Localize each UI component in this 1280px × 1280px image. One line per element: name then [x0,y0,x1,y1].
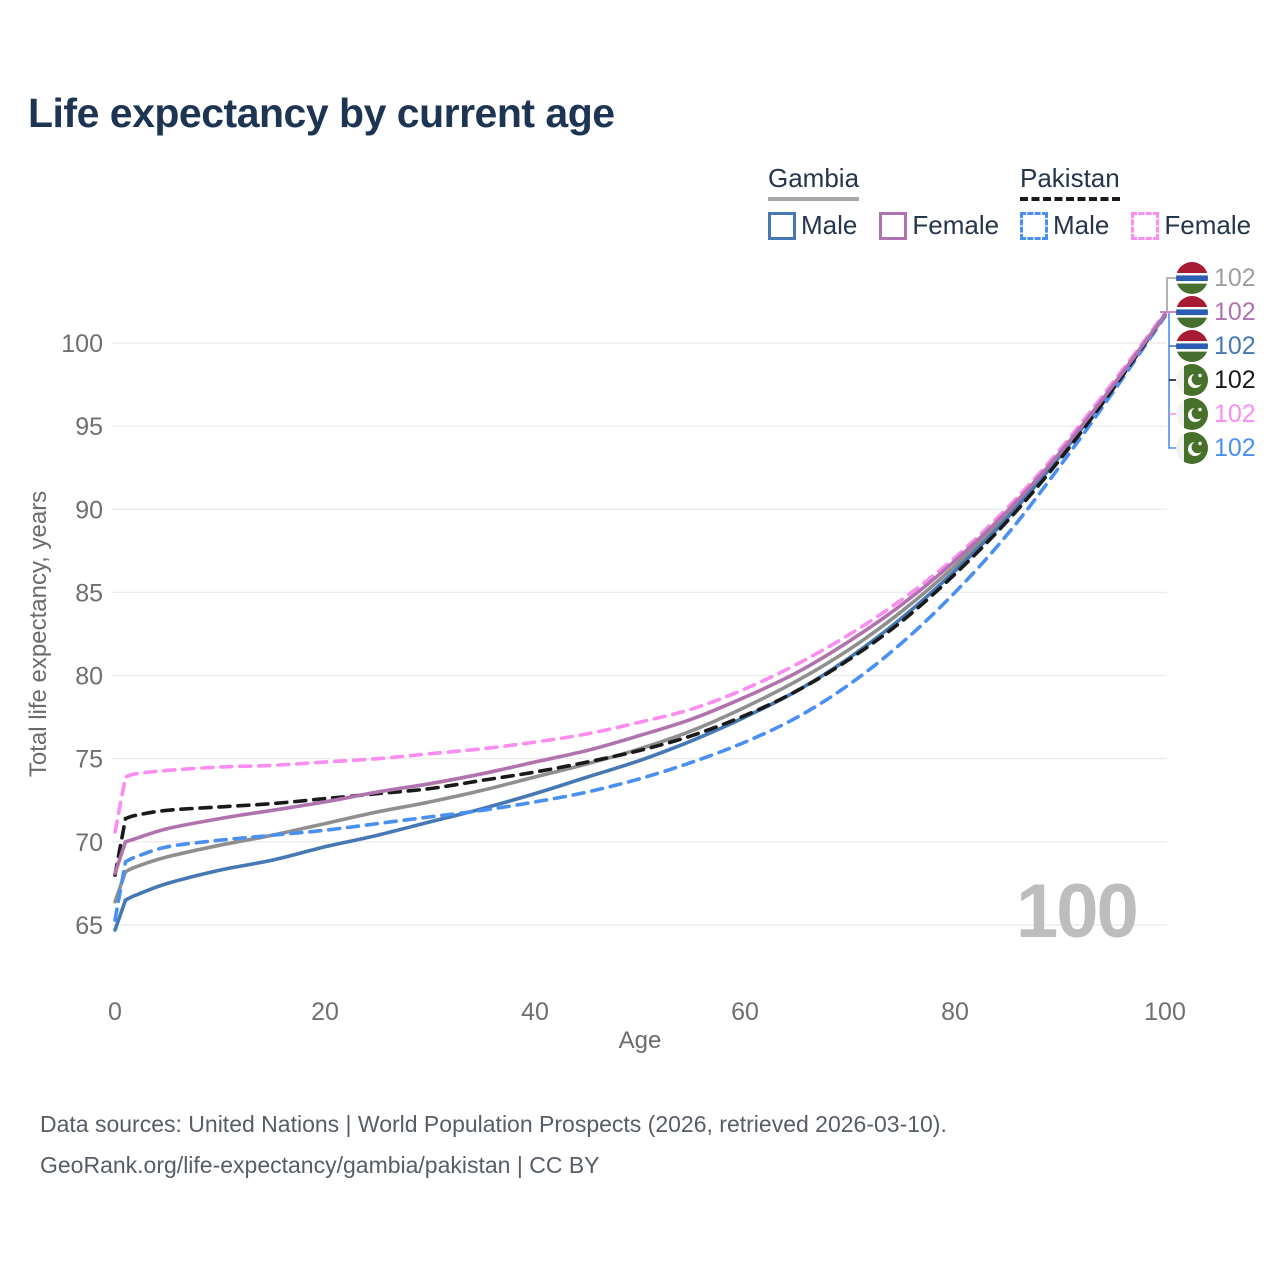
legend-group-gambia: Gambia Male Female [768,163,999,241]
end-label-pakistan-total: 102 [1176,363,1256,397]
pakistan-flag-icon [1176,432,1208,464]
pakistan-flag-icon [1176,364,1208,396]
y-axis-title: Total life expectancy, years [25,491,52,777]
svg-text:70: 70 [75,829,103,857]
pakistan-female-swatch-icon [1131,211,1160,240]
svg-text:80: 80 [941,998,969,1026]
label-connector-lines [1160,277,1176,449]
svg-text:20: 20 [311,998,339,1026]
legend-group-pakistan: Pakistan Male Female [1020,163,1251,241]
series-line [113,314,1167,922]
legend-label: Female [1164,210,1252,240]
end-label-gambia-female: 102 [1176,295,1256,329]
svg-text:0: 0 [108,998,122,1026]
attribution-line: GeoRank.org/life-expectancy/gambia/pakis… [40,1152,600,1178]
x-axis-title: Age [619,1027,662,1054]
gambia-female-swatch-icon [879,211,908,240]
svg-text:100: 100 [61,330,103,358]
data-source-line: Data sources: United Nations | World Pop… [40,1111,947,1137]
svg-text:85: 85 [75,579,103,607]
gambia-flag-icon [1176,296,1208,328]
end-value: 102 [1214,263,1256,292]
page-title: Life expectancy by current age [28,90,615,136]
svg-text:95: 95 [75,413,103,441]
legend-label: Male [801,210,858,240]
end-value: 102 [1214,365,1256,394]
x-axis-tick-labels: 0 20 40 60 80 100 [108,998,1186,1026]
gridlines [112,342,1167,926]
series-line [113,312,1167,904]
legend-label: Female [912,210,1000,240]
end-value: 102 [1214,331,1256,360]
svg-text:60: 60 [731,998,759,1026]
end-label-pakistan-male: 102 [1176,431,1256,465]
legend-item-pakistan-female[interactable]: Female [1131,210,1251,241]
y-axis-tick-labels: 65 70 75 80 85 90 95 100 [61,330,103,940]
watermark-value: 100 [1016,869,1139,954]
svg-text:100: 100 [1144,998,1186,1026]
pakistan-male-swatch-icon [1020,211,1048,240]
legend-title-pakistan: Pakistan [1020,163,1120,201]
data-series-lines [113,311,1167,932]
gambia-male-swatch-icon [768,211,796,240]
svg-text:65: 65 [75,912,103,940]
end-label-gambia-male: 102 [1176,329,1256,363]
svg-text:80: 80 [75,663,103,691]
end-value: 102 [1214,433,1256,462]
end-label-gambia-total: 102 [1176,261,1256,295]
end-label-pakistan-female: 102 [1176,397,1256,431]
svg-text:40: 40 [521,998,549,1026]
gambia-flag-icon [1176,262,1208,294]
legend-label: Male [1053,210,1110,240]
series-line [113,312,1167,932]
svg-text:75: 75 [75,746,103,774]
legend-item-pakistan-male[interactable]: Male [1020,210,1109,241]
end-value: 102 [1214,297,1256,326]
series-line [113,312,1167,877]
footer: Data sources: United Nations | World Pop… [40,1104,947,1186]
legend-title-gambia: Gambia [768,163,860,201]
line-chart-plot[interactable]: 65 70 75 80 85 90 95 100 0 20 40 60 80 100 Age Total… [0,0,1280,1080]
end-value: 102 [1214,399,1256,428]
legend-item-gambia-male[interactable]: Male [768,210,857,241]
svg-text:90: 90 [75,496,103,524]
series-line [113,312,1167,876]
legend-item-gambia-female[interactable]: Female [879,210,999,241]
series-line [113,311,1167,834]
gambia-flag-icon [1176,330,1208,362]
pakistan-flag-icon [1176,398,1208,430]
